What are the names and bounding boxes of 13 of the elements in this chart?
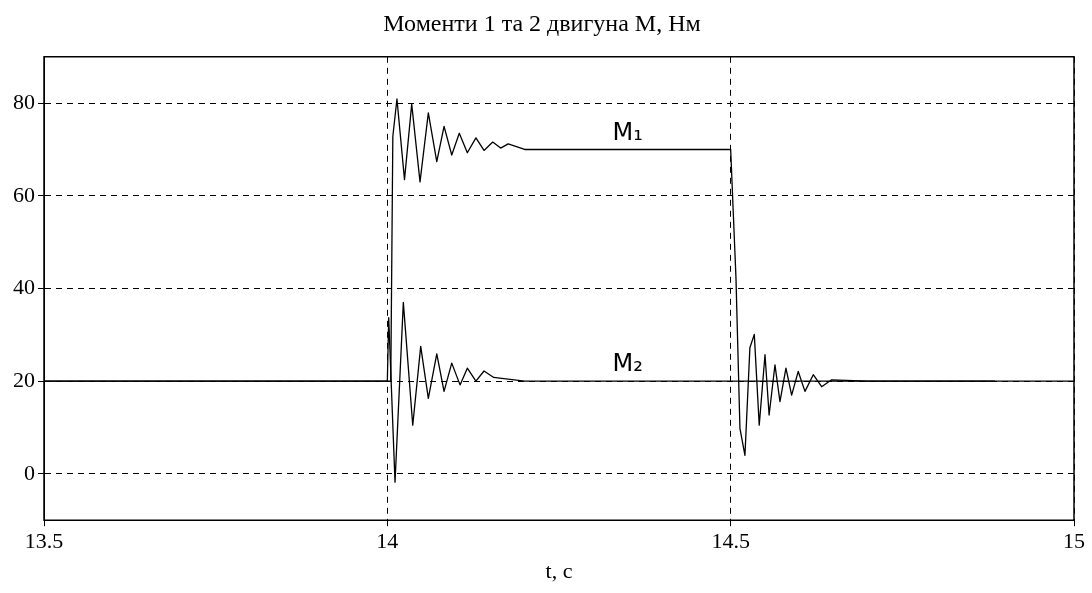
x-tick-label: 15 [1063,528,1085,554]
x-axis-title: t, c [545,557,573,583]
x-tick-label: 14 [376,528,399,554]
series-label: M₁ [612,117,643,146]
y-tick-label: 80 [13,88,35,114]
y-tick-label: 0 [24,459,35,485]
y-tick-label: 20 [13,366,35,392]
x-tick-label: 13.5 [24,528,64,554]
y-tick-label: 40 [13,274,35,300]
series-label: M₂ [612,349,643,378]
y-tick-label: 60 [13,181,35,207]
x-tick-label: 14.5 [711,528,750,554]
chart-title: Моменти 1 та 2 двигуна M, Нм [383,9,701,36]
